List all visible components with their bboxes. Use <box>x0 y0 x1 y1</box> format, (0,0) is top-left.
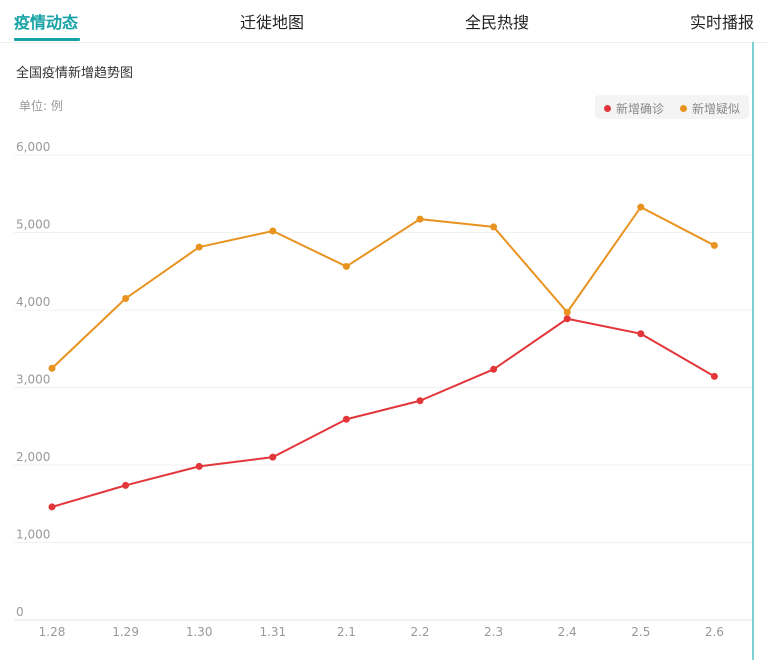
data-point[interactable] <box>342 262 350 270</box>
tab-migration-map[interactable]: 迁徙地图 <box>240 13 305 32</box>
tab-trending-search[interactable]: 全民热搜 <box>465 13 530 32</box>
data-point[interactable] <box>637 203 645 211</box>
data-point[interactable] <box>195 462 203 470</box>
y-tick-label: 1,000 <box>16 528 50 542</box>
data-point[interactable] <box>563 315 571 323</box>
chart-legend: 新增确诊 新增疑似 <box>595 95 749 119</box>
data-point[interactable] <box>710 372 718 380</box>
data-point[interactable] <box>563 308 571 316</box>
y-tick-label: 6,000 <box>16 140 50 154</box>
data-point[interactable] <box>122 295 130 303</box>
y-tick-label: 4,000 <box>16 295 50 309</box>
data-point[interactable] <box>416 215 424 223</box>
series-line-suspected <box>51 206 715 370</box>
data-point[interactable] <box>490 365 498 373</box>
y-tick-label: 5,000 <box>16 218 50 232</box>
legend-dot-icon <box>680 105 687 112</box>
data-point[interactable] <box>269 453 277 461</box>
data-point[interactable] <box>195 243 203 251</box>
legend-dot-icon <box>604 105 611 112</box>
legend-label-confirmed: 新增确诊 <box>616 102 665 116</box>
panel-edge-divider <box>752 42 754 660</box>
data-point[interactable] <box>48 503 56 511</box>
data-point[interactable] <box>48 364 56 372</box>
tab-epidemic-news[interactable]: 疫情动态 <box>14 13 79 32</box>
y-tick-label: 0 <box>16 605 24 619</box>
tab-live-broadcast[interactable]: 实时播报 <box>690 13 755 32</box>
tab-bar: 疫情动态 迁徙地图 全民热搜 实时播报 <box>0 0 768 43</box>
legend-item-confirmed[interactable]: 新增确诊 <box>604 100 664 117</box>
data-point[interactable] <box>416 397 424 405</box>
legend-label-suspected: 新增疑似 <box>692 102 741 116</box>
x-tick-label: 1.29 <box>112 625 139 639</box>
y-unit-label: 单位: 例 <box>19 99 63 113</box>
x-tick-label: 2.6 <box>705 625 724 639</box>
series-line-confirmed <box>51 317 715 508</box>
data-point[interactable] <box>637 330 645 338</box>
x-tick-label: 1.31 <box>259 625 286 639</box>
chart-title: 全国疫情新增趋势图 <box>16 66 134 81</box>
x-tick-label: 2.1 <box>337 625 356 639</box>
data-point[interactable] <box>342 415 350 423</box>
data-point[interactable] <box>269 227 277 235</box>
data-point[interactable] <box>122 481 130 489</box>
data-point[interactable] <box>710 241 718 249</box>
y-tick-label: 3,000 <box>16 373 50 387</box>
legend-item-suspected[interactable]: 新增疑似 <box>680 100 740 117</box>
y-tick-label: 2,000 <box>16 450 50 464</box>
x-tick-label: 2.2 <box>410 625 429 639</box>
active-tab-indicator <box>14 38 80 41</box>
data-point[interactable] <box>490 223 498 231</box>
x-tick-label: 2.4 <box>558 625 577 639</box>
x-tick-label: 1.30 <box>186 625 213 639</box>
x-tick-label: 2.3 <box>484 625 503 639</box>
x-tick-label: 2.5 <box>631 625 650 639</box>
x-tick-label: 1.28 <box>39 625 66 639</box>
